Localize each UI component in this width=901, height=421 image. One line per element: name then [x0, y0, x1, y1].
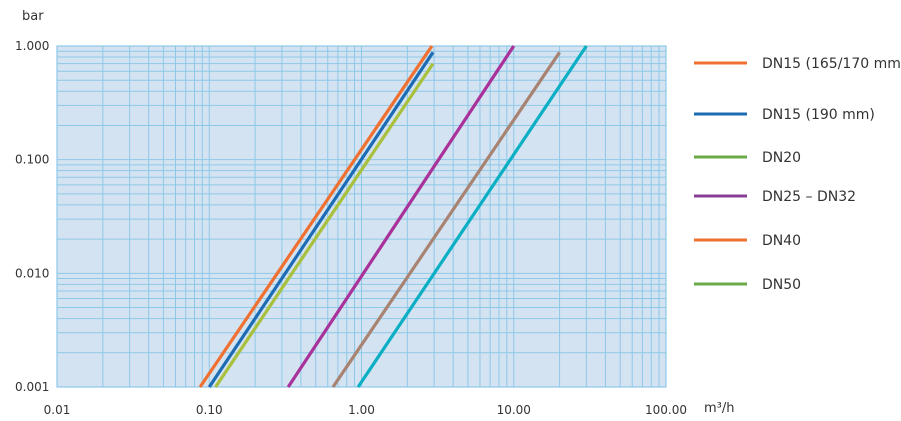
series-lines	[198, 45, 588, 388]
grid-lines	[56, 45, 667, 388]
legend: DN15 (165/170 mm) DN15 (190 mm) DN20 DN25 –…	[694, 56, 901, 293]
legend-label: DN15 (190 mm)	[762, 107, 875, 123]
legend-label: DN20	[762, 150, 801, 166]
series-line	[198, 45, 434, 388]
x-tick-label: 100.00	[645, 403, 687, 417]
y-tick-label: 0.100	[15, 153, 49, 167]
y-tick-labels: 0.001 0.010 0.100 1.000	[15, 39, 49, 394]
x-tick-label: 0.10	[196, 403, 223, 417]
plot-frame	[56, 45, 667, 388]
x-tick-label: 1.00	[348, 403, 375, 417]
y-tick-label: 1.000	[15, 39, 49, 53]
y-axis-unit-label: bar	[22, 9, 44, 24]
series-line	[331, 51, 561, 388]
x-tick-label: 10.00	[497, 403, 531, 417]
legend-label: DN50	[762, 277, 801, 293]
series-line	[356, 45, 588, 388]
series-line	[286, 45, 516, 388]
legend-label: DN25 – DN32	[762, 189, 856, 205]
series-line	[207, 51, 435, 388]
x-tick-label: 0.01	[44, 403, 71, 417]
x-tick-labels: 0.01 0.10 1.00 10.00 100.00	[44, 403, 687, 417]
x-axis-unit-label: m³/h	[704, 401, 735, 416]
legend-label: DN40	[762, 233, 801, 249]
series-line	[214, 62, 435, 388]
legend-label: DN15 (165/170 mm)	[762, 56, 901, 72]
y-tick-label: 0.001	[15, 380, 49, 394]
y-tick-label: 0.010	[15, 266, 49, 280]
